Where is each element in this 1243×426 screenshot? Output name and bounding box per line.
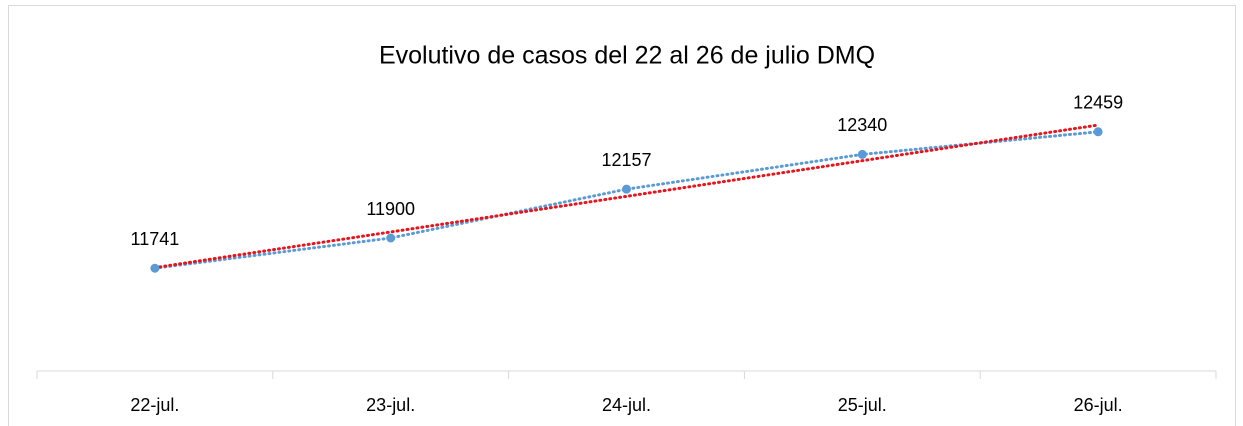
- data-label: 12157: [601, 150, 651, 170]
- data-label: 11900: [366, 199, 415, 219]
- x-tick-label: 23-jul.: [366, 395, 415, 415]
- data-point: [857, 149, 867, 159]
- x-tick-label: 24-jul.: [602, 395, 651, 415]
- data-point: [150, 263, 160, 273]
- data-label: 11741: [131, 229, 180, 249]
- data-point: [622, 184, 631, 194]
- data-point: [1093, 127, 1103, 137]
- trendline: [153, 123, 1100, 270]
- x-tick-label: 26-jul.: [1074, 395, 1123, 415]
- data-point: [386, 233, 396, 243]
- chart-frame: [8, 5, 1236, 426]
- data-label: 12340: [837, 115, 887, 135]
- data-label: 12459: [1073, 93, 1123, 113]
- x-tick-label: 25-jul.: [838, 395, 887, 415]
- chart-title: Evolutivo de casos del 22 al 26 de julio…: [379, 42, 875, 70]
- x-tick-label: 22-jul.: [130, 395, 179, 415]
